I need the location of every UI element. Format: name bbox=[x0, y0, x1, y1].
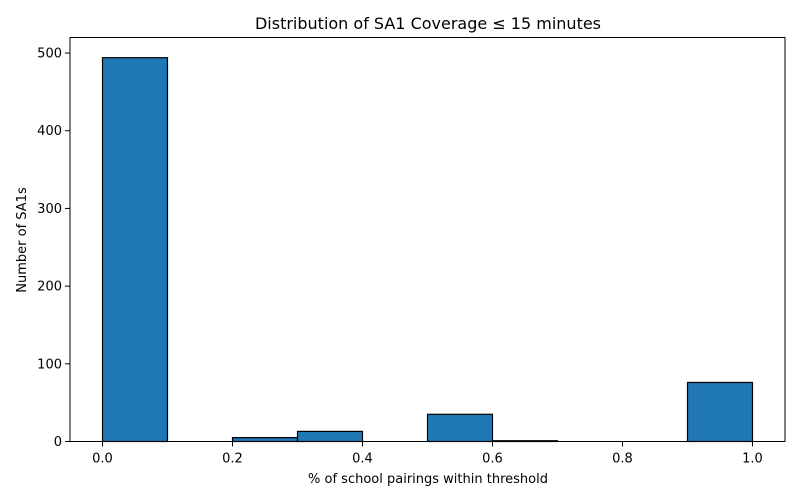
x-axis-ticks: 0.0 0.2 0.4 0.6 0.8 1.0 bbox=[92, 441, 763, 467]
x-tick-label: 0.0 bbox=[92, 452, 113, 467]
y-axis-label: Number of SA1s bbox=[15, 187, 30, 293]
x-axis-label: % of school pairings within threshold bbox=[308, 472, 548, 487]
histogram-bar-0 bbox=[101, 57, 169, 443]
x-tick-label: 0.6 bbox=[482, 452, 503, 467]
x-tick-label: 0.2 bbox=[222, 452, 243, 467]
y-tick-label: 200 bbox=[37, 280, 62, 295]
y-tick-label: 400 bbox=[37, 124, 62, 139]
histogram-bar-3 bbox=[296, 430, 364, 443]
plot-frame bbox=[69, 37, 786, 442]
histogram-bar-2 bbox=[231, 437, 299, 443]
y-tick-label: 500 bbox=[37, 47, 62, 62]
y-tick-label: 300 bbox=[37, 202, 62, 217]
x-tick-label: 1.0 bbox=[742, 452, 763, 467]
bars-group bbox=[101, 57, 754, 443]
y-tick-label: 100 bbox=[37, 357, 62, 372]
histogram-bar-5 bbox=[426, 413, 494, 443]
histogram-bar-9 bbox=[686, 381, 754, 443]
x-tick-label: 0.8 bbox=[612, 452, 633, 467]
chart-title: Distribution of SA1 Coverage ≤ 15 minute… bbox=[255, 14, 601, 33]
y-axis-ticks: 0 100 200 300 400 500 bbox=[37, 47, 70, 450]
x-tick-label: 0.4 bbox=[352, 452, 373, 467]
y-tick-label: 0 bbox=[54, 435, 62, 450]
